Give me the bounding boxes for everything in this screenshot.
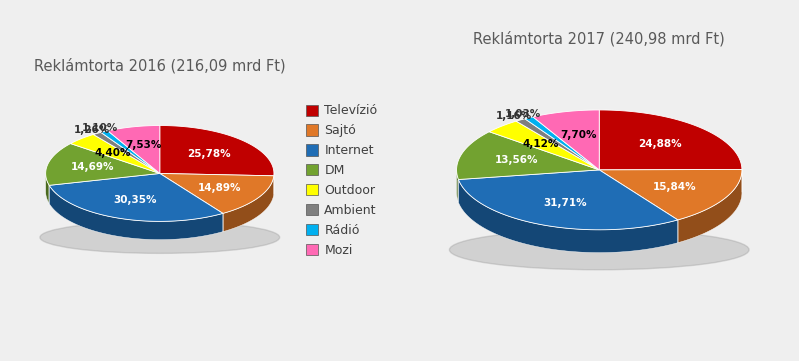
Text: 14,89%: 14,89% [197, 183, 241, 193]
Polygon shape [108, 126, 160, 173]
Polygon shape [525, 117, 599, 170]
Polygon shape [516, 119, 599, 170]
Text: 24,88%: 24,88% [638, 139, 682, 149]
Polygon shape [223, 176, 274, 232]
Text: 25,78%: 25,78% [188, 149, 231, 158]
Title: Reklámtorta 2017 (240,98 mrd Ft): Reklámtorta 2017 (240,98 mrd Ft) [473, 31, 725, 46]
Polygon shape [50, 173, 223, 221]
Polygon shape [46, 173, 50, 204]
Polygon shape [459, 179, 678, 253]
Text: 4,12%: 4,12% [523, 139, 559, 149]
Polygon shape [599, 169, 742, 220]
Polygon shape [456, 170, 459, 203]
Polygon shape [459, 170, 678, 230]
Text: 7,53%: 7,53% [125, 140, 162, 151]
Text: 7,70%: 7,70% [560, 130, 597, 140]
Polygon shape [533, 110, 599, 170]
Legend: Televízió, Sajtó, Internet, DM, Outdoor, Ambient, Rádió, Mozi: Televízió, Sajtó, Internet, DM, Outdoor,… [302, 101, 381, 260]
Text: 1,10%: 1,10% [81, 123, 118, 133]
Polygon shape [678, 169, 742, 243]
Text: 4,40%: 4,40% [94, 148, 131, 158]
Polygon shape [160, 173, 274, 213]
Ellipse shape [449, 230, 749, 270]
Polygon shape [46, 144, 160, 185]
Text: 13,56%: 13,56% [495, 156, 539, 165]
Text: 31,71%: 31,71% [543, 198, 586, 208]
Text: 1,16%: 1,16% [496, 111, 532, 121]
Text: 1,26%: 1,26% [74, 125, 110, 135]
Polygon shape [489, 121, 599, 170]
Polygon shape [50, 185, 223, 240]
Text: 15,84%: 15,84% [653, 182, 697, 192]
Text: 1,03%: 1,03% [505, 109, 542, 119]
Ellipse shape [40, 221, 280, 253]
Title: Reklámtorta 2016 (216,09 mrd Ft): Reklámtorta 2016 (216,09 mrd Ft) [34, 58, 285, 74]
Text: 30,35%: 30,35% [113, 195, 157, 205]
Polygon shape [160, 126, 274, 176]
Polygon shape [93, 132, 160, 173]
Text: 14,69%: 14,69% [71, 162, 114, 173]
Polygon shape [599, 110, 742, 170]
Polygon shape [456, 132, 599, 179]
Polygon shape [101, 131, 160, 173]
Polygon shape [70, 135, 160, 173]
